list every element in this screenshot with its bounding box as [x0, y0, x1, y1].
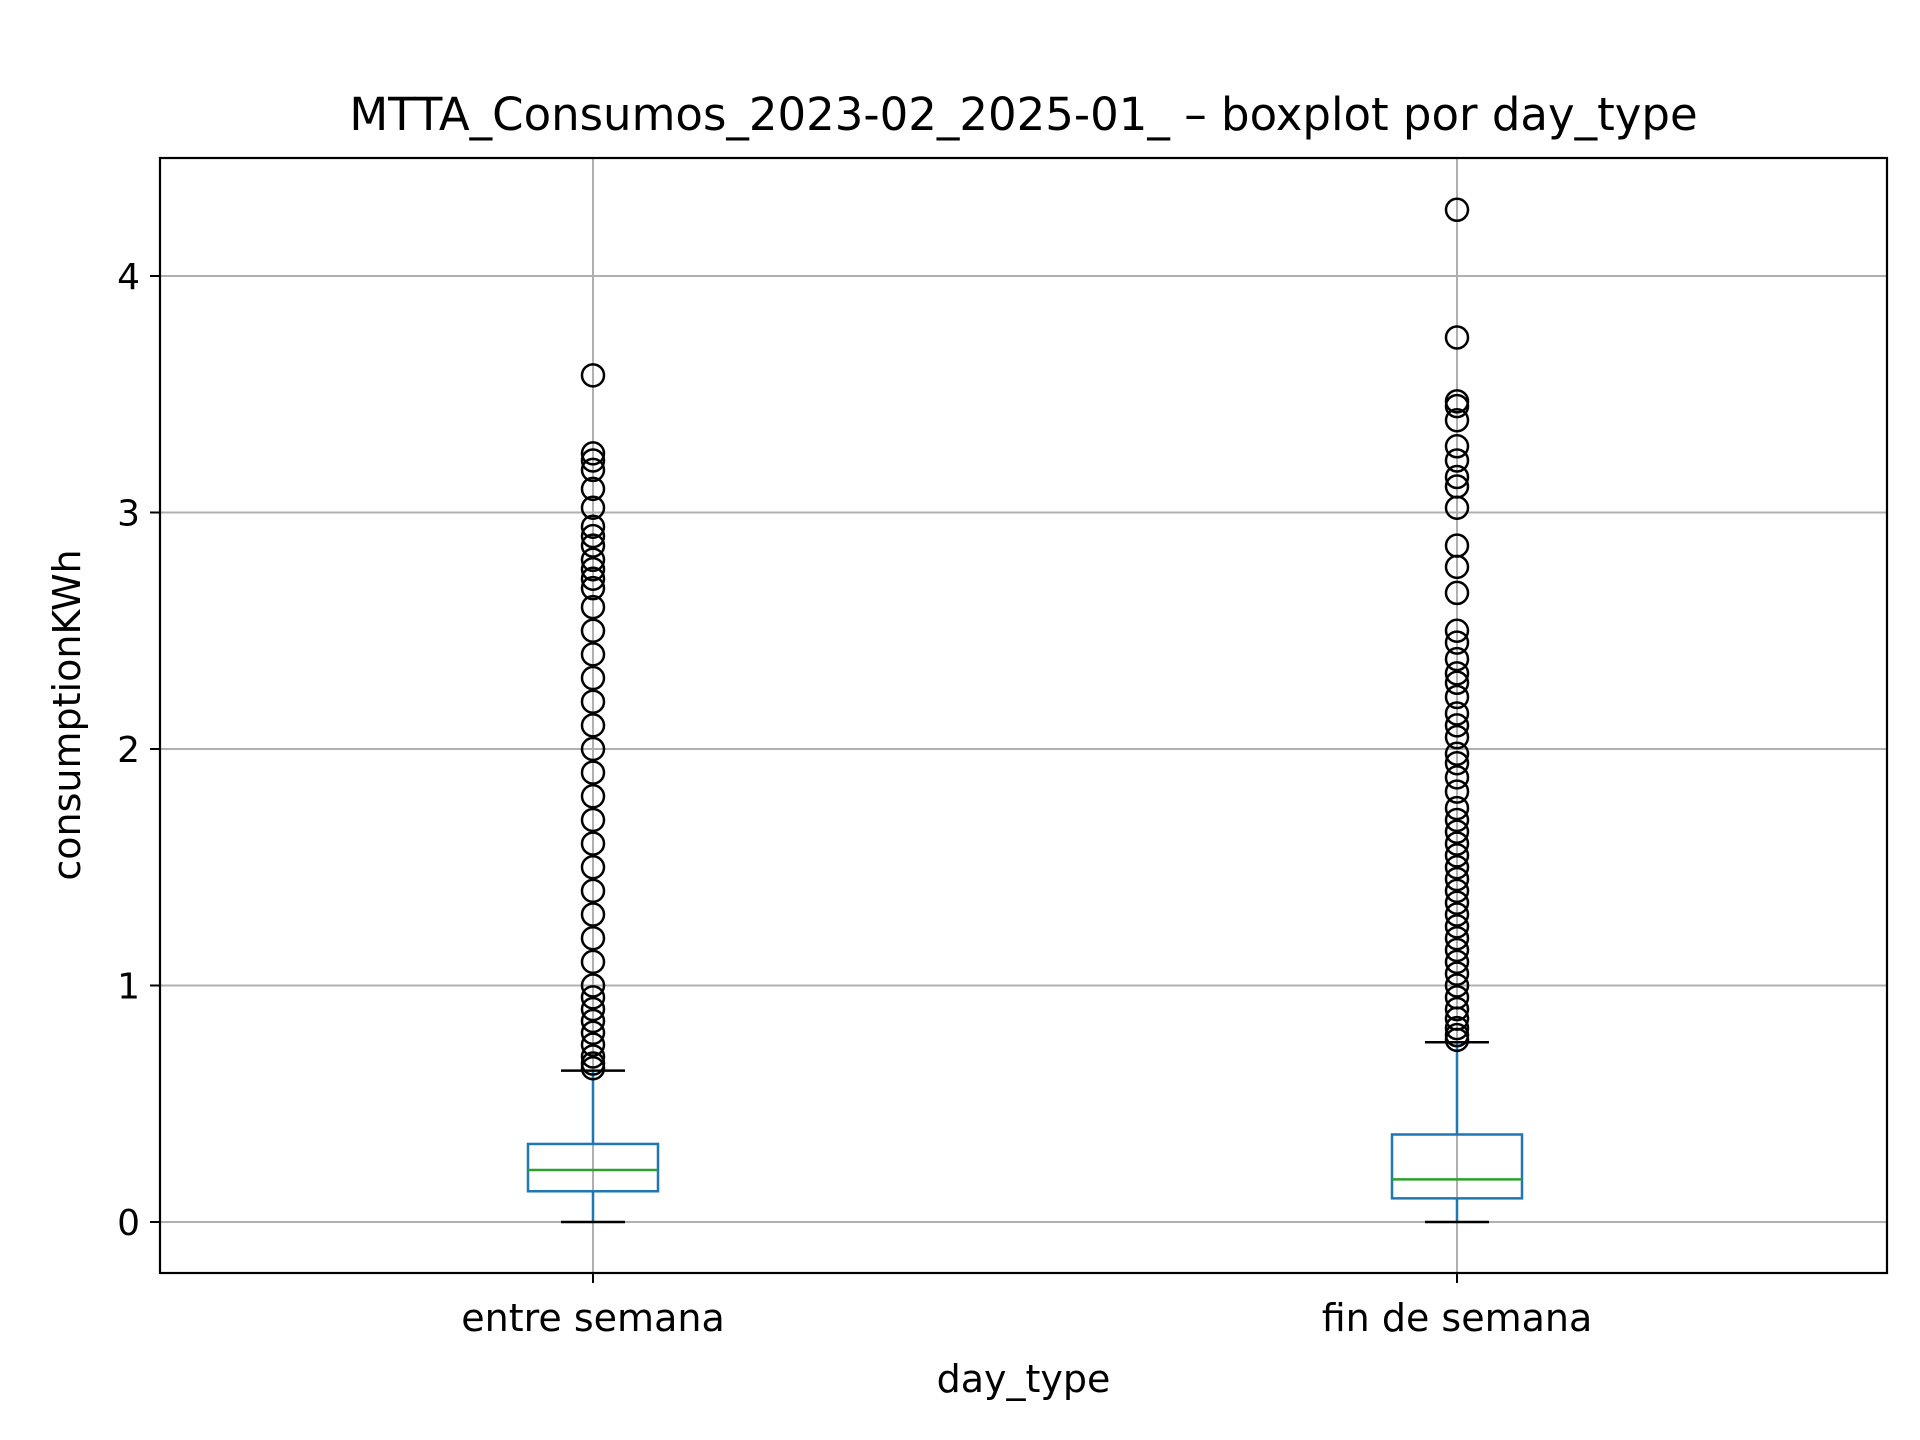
flier-point [1444, 937, 1470, 963]
flier-point [580, 1056, 606, 1081]
flier-point [1444, 670, 1470, 696]
flier-point [1444, 580, 1470, 606]
flier-point [1444, 819, 1470, 845]
flier-point [1444, 925, 1470, 951]
axis-ticks: 0 1 2 3 4 entre semana fin de semana [117, 257, 1592, 1340]
flier-point [1444, 197, 1470, 223]
flier-point [1444, 949, 1470, 975]
grid-lines [160, 158, 1887, 1273]
flier-point [1444, 866, 1470, 892]
x-tick-label: entre semana [461, 1296, 724, 1340]
flier-point [580, 973, 606, 998]
flier-point [1444, 646, 1470, 672]
flier-point [580, 642, 606, 667]
flier-point [1444, 843, 1470, 868]
y-tick-label: 1 [117, 967, 140, 1008]
flier-point [580, 855, 606, 880]
flier-point [580, 514, 606, 539]
x-tick-label: fin de semana [1322, 1296, 1593, 1340]
flier-point [1444, 765, 1470, 790]
boxes-layer [526, 197, 1524, 1224]
flier-point [580, 985, 606, 1010]
box-group-0 [526, 363, 660, 1224]
flier-point [1444, 325, 1470, 350]
flier-point [580, 925, 606, 951]
flier-point [580, 784, 606, 809]
flier-point [580, 760, 606, 785]
flier-point [580, 1032, 606, 1057]
flier-point [1444, 1015, 1470, 1041]
y-axis-label: consumptionKWh [45, 549, 89, 880]
flier-point [580, 363, 606, 388]
flier-point [1444, 807, 1470, 833]
flier-point [1444, 996, 1470, 1022]
flier-point [1444, 750, 1470, 776]
flier-point [580, 878, 606, 904]
flier-point [580, 594, 606, 620]
box-iqr [526, 1142, 660, 1193]
flier-point [1444, 495, 1470, 521]
plot-frame [158, 156, 1889, 1275]
flier-point [580, 495, 606, 521]
flier-point [580, 1020, 606, 1046]
flier-point [580, 575, 606, 601]
flier-point [1444, 630, 1470, 655]
flier-point [1444, 831, 1470, 856]
flier-point [1444, 973, 1470, 998]
flier-point [580, 457, 606, 483]
flier-point [580, 831, 606, 856]
chart-title: MTTA_Consumos_2023-02_2025-01_ – boxplot… [349, 88, 1697, 141]
flier-point [1444, 408, 1470, 433]
box-group-1 [1390, 197, 1524, 1224]
flier-point [580, 996, 606, 1022]
flier-point [1444, 779, 1470, 804]
flier-point [580, 949, 606, 975]
y-tick-label: 2 [117, 730, 140, 771]
flier-point [1444, 701, 1470, 726]
flier-point [1444, 1027, 1470, 1053]
flier-point [1444, 961, 1470, 986]
flier-point [1444, 741, 1470, 766]
flier-point [580, 1008, 606, 1034]
flier-point [1444, 618, 1470, 643]
flier-point [1444, 713, 1470, 738]
flier-point [580, 441, 606, 466]
flier-point [1444, 855, 1470, 880]
flier-point [580, 902, 606, 927]
flier-point [1444, 890, 1470, 915]
flier-point [580, 689, 606, 714]
flier-point [580, 665, 606, 691]
flier-point [580, 557, 606, 582]
y-tick-label: 3 [117, 494, 140, 535]
flier-point [580, 807, 606, 833]
flier-point [580, 533, 606, 558]
flier-point [580, 547, 606, 573]
flier-point [1444, 795, 1470, 821]
x-axis-label: day_type [937, 1357, 1111, 1401]
flier-point [580, 736, 606, 762]
flier-point [1444, 684, 1470, 710]
flier-point [1444, 878, 1470, 904]
flier-point [1444, 554, 1470, 580]
y-tick-label: 0 [117, 1203, 140, 1244]
flier-point [1444, 464, 1470, 490]
flier-point [580, 566, 606, 591]
y-tick-label: 4 [117, 257, 140, 298]
flier-point [580, 448, 606, 473]
flier-point [1444, 902, 1470, 927]
flier-point [580, 713, 606, 738]
flier-point [1444, 914, 1470, 939]
box-iqr [1390, 1133, 1524, 1200]
flier-point [1444, 724, 1470, 750]
flier-point [1444, 448, 1470, 473]
flier-point [1444, 393, 1470, 419]
flier-point [580, 618, 606, 643]
flier-point [1444, 661, 1470, 686]
flier-point [580, 476, 606, 502]
flier-point [580, 1044, 606, 1069]
flier-point [1444, 434, 1470, 459]
flier-point [580, 523, 606, 549]
